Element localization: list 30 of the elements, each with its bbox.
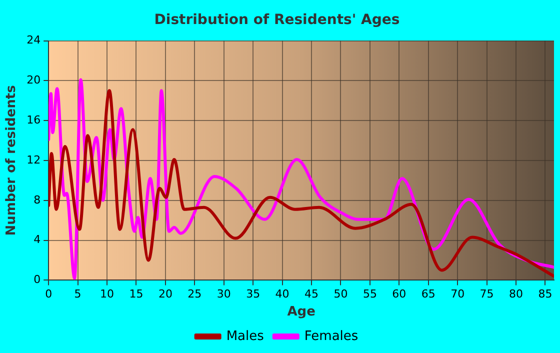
x-tick-label: 80 [509, 288, 524, 301]
x-axis-title: Age [287, 304, 316, 320]
x-tick-label: 15 [129, 288, 144, 301]
x-tick-label: 45 [304, 288, 319, 301]
y-tick-label: 0 [34, 273, 41, 286]
x-tick-label: 75 [480, 288, 494, 301]
x-tick-label: 0 [45, 288, 52, 301]
x-tick-label: 5 [74, 288, 82, 301]
y-tick-label: 12 [26, 153, 41, 166]
y-axis-title: Number of residents [4, 84, 20, 236]
x-tick-label: 25 [188, 288, 202, 301]
x-tick-label: 20 [158, 288, 172, 301]
x-tick-label: 65 [421, 288, 436, 301]
x-tick-label: 85 [538, 288, 552, 301]
y-tick-label: 20 [26, 74, 41, 87]
y-tick-label: 8 [34, 193, 41, 206]
x-tick-label: 40 [275, 288, 290, 301]
x-tick-label: 35 [246, 288, 260, 301]
y-tick-label: 16 [26, 113, 41, 126]
chart-title: Distribution of Residents' Ages [154, 12, 400, 28]
legend-label: Females [304, 328, 358, 344]
legend-label: Males [226, 328, 264, 344]
x-tick-label: 60 [392, 288, 406, 301]
x-tick-label: 30 [216, 288, 231, 301]
x-tick-label: 50 [334, 288, 348, 301]
y-tick-label: 24 [26, 34, 41, 47]
y-tick-label: 4 [34, 233, 41, 246]
x-tick-label: 10 [100, 288, 114, 301]
x-tick-label: 70 [450, 288, 465, 301]
x-tick-label: 55 [362, 288, 377, 301]
